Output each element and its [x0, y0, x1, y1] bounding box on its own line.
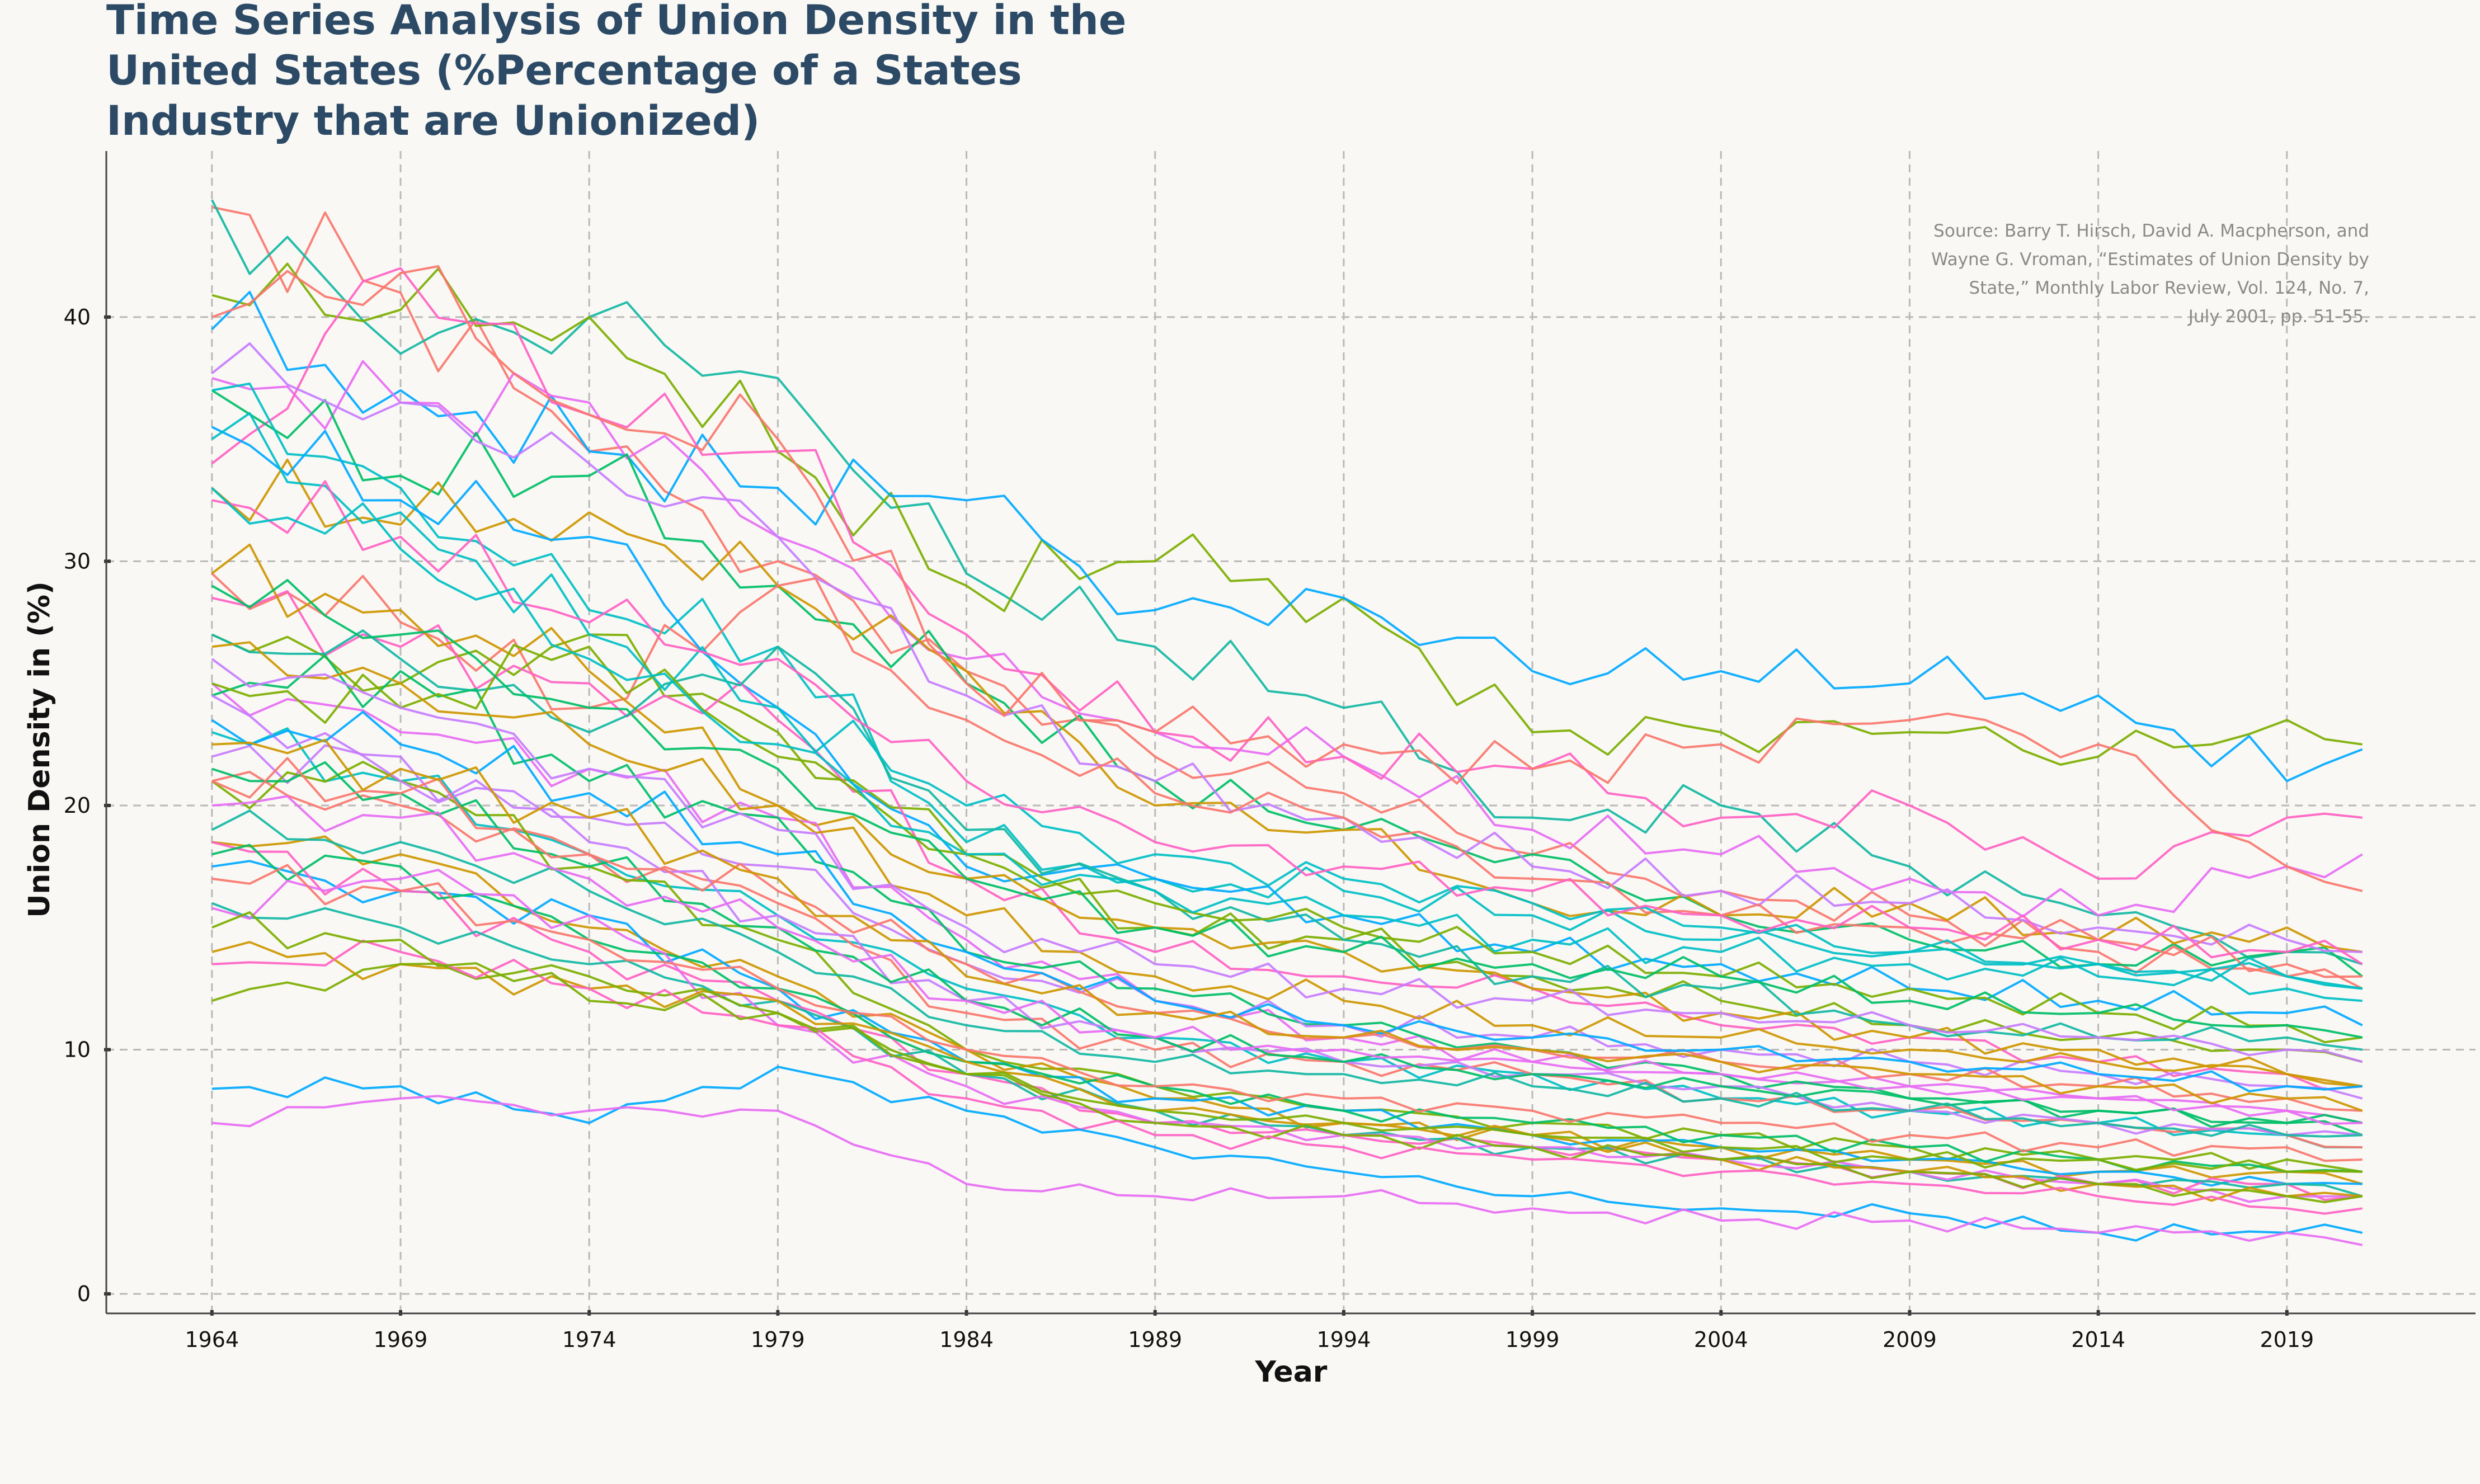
series-line — [211, 262, 2363, 766]
tick-labels: 1964 1969 1974 1979 1984 1989 1994 1999 2004 2009… — [64, 305, 2314, 1352]
series-line — [211, 1095, 2363, 1246]
series-line — [211, 543, 2363, 1087]
x-tick-label: 1979 — [751, 1327, 805, 1352]
chart-title: Time Series Analysis of Union Density in… — [106, 0, 1127, 145]
series-line — [211, 860, 2363, 1187]
y-tick-label: 40 — [64, 305, 91, 329]
x-tick-label: 1964 — [185, 1327, 239, 1352]
source-annotation: Source: Barry T. Hirsch, David A. Macphe… — [1931, 221, 2369, 327]
series-line — [211, 864, 2363, 1162]
source-annotation-line: Source: Barry T. Hirsch, David A. Macphe… — [1933, 221, 2369, 241]
series-line — [211, 658, 2363, 1063]
series-lines — [211, 199, 2363, 1246]
series-line — [211, 291, 2363, 783]
x-tick-label: 2009 — [1883, 1327, 1937, 1352]
series-line — [211, 480, 2363, 965]
series-line — [211, 199, 2363, 965]
x-tick-label: 1969 — [374, 1327, 428, 1352]
series-line — [211, 869, 2363, 1203]
y-tick-label: 10 — [64, 1038, 91, 1062]
y-tick-label: 20 — [64, 793, 91, 818]
series-line — [211, 941, 2363, 1202]
source-annotation-line: July 2001, pp. 51-55. — [2187, 307, 2369, 327]
series-line — [211, 267, 2363, 880]
series-line — [211, 412, 2363, 990]
x-tick-label: 2014 — [2071, 1327, 2125, 1352]
series-line — [211, 382, 2363, 990]
x-tick-label: 2019 — [2260, 1327, 2314, 1352]
series-line — [211, 911, 2363, 1173]
series-line — [211, 644, 2363, 1044]
y-tick-label: 0 — [77, 1282, 91, 1306]
series-line — [211, 761, 2363, 1124]
x-tick-label: 1999 — [1505, 1327, 1560, 1352]
y-axis-title: Union Density in (%) — [23, 581, 57, 918]
x-tick-label: 1974 — [562, 1327, 617, 1352]
x-tick-label: 1994 — [1317, 1327, 1371, 1352]
series-line — [211, 682, 2363, 1124]
series-line — [211, 738, 2363, 1112]
series-line — [211, 795, 2363, 1125]
series-line — [211, 633, 2363, 1063]
x-tick-label: 1989 — [1128, 1327, 1182, 1352]
series-line — [211, 579, 2363, 1039]
axes — [104, 151, 2476, 1316]
series-line — [211, 426, 2363, 1026]
y-tick-label: 30 — [64, 549, 91, 573]
series-line — [211, 844, 2363, 1173]
series-line — [211, 265, 2363, 892]
series-line — [211, 654, 2363, 1137]
series-line — [211, 572, 2363, 978]
source-annotation-line: State,” Monthly Labor Review, Vol. 124, … — [1969, 278, 2369, 298]
series-line — [211, 761, 2363, 1173]
series-line — [211, 841, 2363, 1201]
series-line — [211, 744, 2363, 1137]
series-line — [211, 710, 2363, 1092]
x-tick-label: 1984 — [939, 1327, 994, 1352]
series-line — [211, 389, 2363, 978]
series-line — [211, 342, 2363, 953]
series-line — [211, 629, 2363, 1051]
series-line — [211, 727, 2363, 1149]
source-annotation-line: Wayne G. Vroman, “Estimates of Union Den… — [1931, 249, 2369, 270]
series-line — [211, 809, 2363, 1138]
x-axis-title: Year — [1255, 1355, 1328, 1389]
series-line — [211, 206, 2363, 990]
series-line — [211, 487, 2363, 1002]
series-line — [211, 962, 2363, 1204]
series-line — [211, 458, 2363, 953]
x-tick-label: 2004 — [1694, 1327, 1748, 1352]
series-line — [211, 590, 2363, 1091]
series-line — [211, 641, 2363, 1087]
